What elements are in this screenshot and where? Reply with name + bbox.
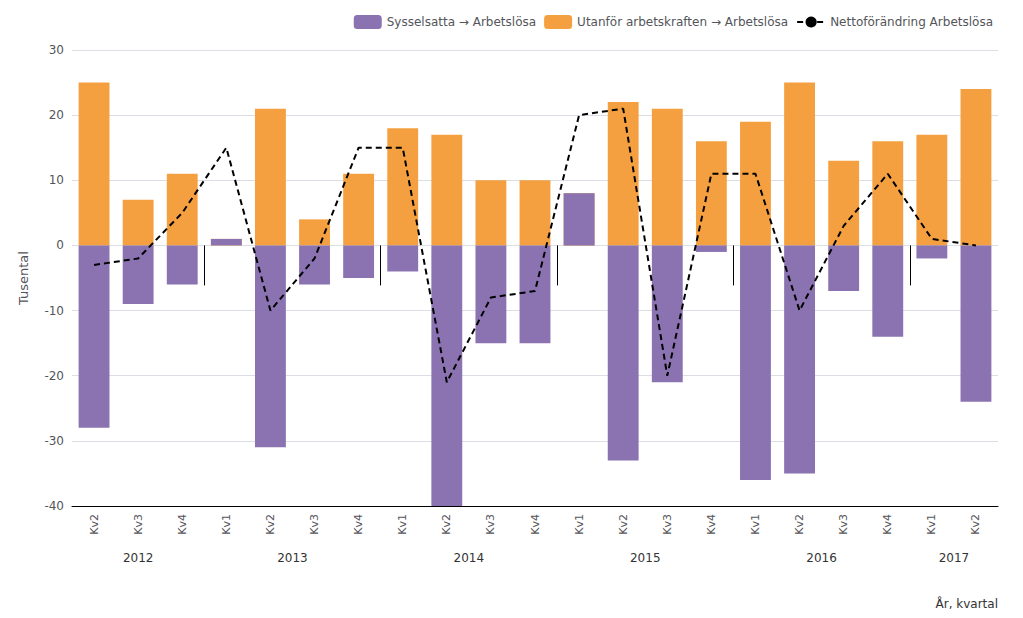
svg-text:År, kvartal: År, kvartal xyxy=(935,596,998,611)
svg-text:2012: 2012 xyxy=(123,551,154,565)
svg-text:Kv3: Kv3 xyxy=(484,514,497,535)
svg-text:Kv3: Kv3 xyxy=(837,514,850,535)
svg-text:0: 0 xyxy=(56,238,64,252)
svg-text:Kv3: Kv3 xyxy=(132,514,145,535)
svg-text:Kv2: Kv2 xyxy=(88,514,101,535)
svg-text:Kv4: Kv4 xyxy=(705,514,718,535)
svg-text:-10: -10 xyxy=(44,304,64,318)
svg-text:Nettoförändring Arbetslösa: Nettoförändring Arbetslösa xyxy=(830,15,993,29)
svg-text:Kv4: Kv4 xyxy=(529,514,542,535)
svg-text:2014: 2014 xyxy=(454,551,485,565)
svg-text:2016: 2016 xyxy=(806,551,837,565)
svg-text:Kv1: Kv1 xyxy=(573,514,586,535)
svg-text:Kv1: Kv1 xyxy=(396,514,409,535)
svg-text:Utanför arbetskraften → Arbets: Utanför arbetskraften → Arbetslösa xyxy=(577,15,788,29)
svg-text:-30: -30 xyxy=(44,434,64,448)
svg-text:2013: 2013 xyxy=(277,551,308,565)
svg-text:Tusental: Tusental xyxy=(16,251,31,306)
svg-text:Kv3: Kv3 xyxy=(308,514,321,535)
svg-text:20: 20 xyxy=(49,108,64,122)
svg-text:30: 30 xyxy=(49,43,64,57)
svg-text:Kv2: Kv2 xyxy=(617,514,630,535)
svg-text:Kv1: Kv1 xyxy=(220,514,233,535)
svg-text:Kv2: Kv2 xyxy=(793,514,806,535)
svg-text:-20: -20 xyxy=(44,369,64,383)
svg-text:10: 10 xyxy=(49,173,64,187)
svg-text:Kv1: Kv1 xyxy=(749,514,762,535)
svg-text:Kv4: Kv4 xyxy=(352,514,365,535)
svg-text:Kv3: Kv3 xyxy=(661,514,674,535)
svg-text:Kv2: Kv2 xyxy=(969,514,982,535)
svg-text:2017: 2017 xyxy=(939,551,970,565)
svg-text:Kv4: Kv4 xyxy=(176,514,189,535)
svg-text:Kv1: Kv1 xyxy=(925,514,938,535)
svg-text:Kv2: Kv2 xyxy=(440,514,453,535)
svg-text:Kv4: Kv4 xyxy=(881,514,894,535)
svg-text:Sysselsatta → Arbetslösa: Sysselsatta → Arbetslösa xyxy=(387,15,536,29)
svg-text:2015: 2015 xyxy=(630,551,661,565)
svg-text:Kv2: Kv2 xyxy=(264,514,277,535)
svg-text:-40: -40 xyxy=(44,499,64,513)
